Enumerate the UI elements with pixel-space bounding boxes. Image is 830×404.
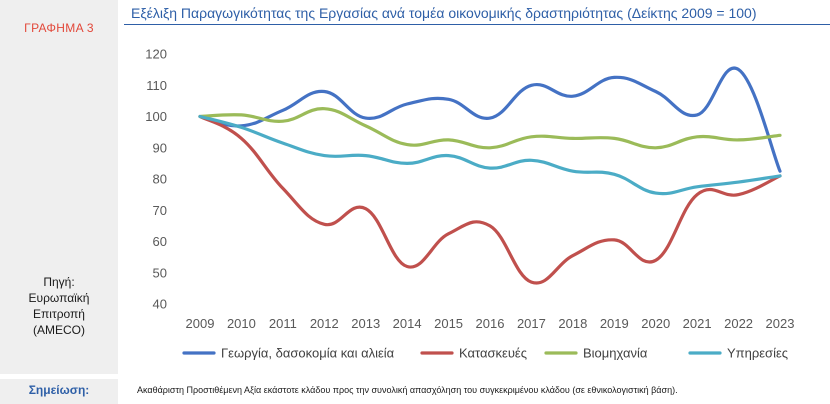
- legend-label: Κατασκευές: [459, 346, 527, 361]
- x-tick-label: 2019: [600, 316, 629, 331]
- x-tick-label: 2017: [517, 316, 546, 331]
- graph-label: ΓΡΑΦΗΜΑ 3: [24, 21, 94, 35]
- line-chart: 40 50 60 70 80 90 100 110 120 2009 2010 2011 2012 201…: [145, 47, 795, 361]
- x-tick-label: 2013: [351, 316, 380, 331]
- legend-label: Υπηρεσίες: [727, 346, 788, 361]
- source-line: (AMECO): [33, 323, 85, 337]
- x-tick-label: 2020: [641, 316, 670, 331]
- side-panel: ΓΡΑΦΗΜΑ 3 Πηγή: Ευρωπαϊκή Επιτροπή (AMEC…: [0, 0, 118, 374]
- chart-title: Εξέλιξη Παραγωγικότητας της Εργασίας ανά…: [131, 5, 757, 21]
- footer: [0, 374, 830, 404]
- series-line-3: [198, 107, 782, 150]
- source-line: Πηγή:: [43, 275, 75, 289]
- source-line: Ευρωπαϊκή: [28, 291, 90, 305]
- y-tick-label: 70: [153, 203, 167, 218]
- series-line-2: [198, 114, 782, 285]
- note-label: Σημείωση:: [0, 379, 118, 404]
- y-tick-label: 90: [153, 140, 167, 155]
- legend-label: Βιομηχανία: [583, 346, 648, 361]
- y-tick-label: 60: [153, 234, 167, 249]
- x-tick-label: 2016: [476, 316, 505, 331]
- y-tick-label: 50: [153, 265, 167, 280]
- note-text: Ακαθάριστη Προστιθέμενη Αξία εκάστοτε κλ…: [137, 385, 678, 395]
- y-tick-label: 110: [146, 78, 167, 93]
- y-tick-label: 100: [145, 109, 167, 124]
- series-line-1: [198, 66, 782, 173]
- x-tick-label: 2011: [269, 316, 297, 331]
- series-line-4: [198, 114, 782, 196]
- x-tick-label: 2010: [227, 316, 256, 331]
- x-tick-label: 2015: [434, 316, 463, 331]
- y-tick-label: 120: [145, 47, 167, 62]
- y-tick-label: 40: [153, 297, 167, 312]
- chart-area: 40 50 60 70 80 90 100 110 120 2009 2010 2011 2012 201…: [118, 28, 830, 374]
- x-tick-label: 2018: [558, 316, 587, 331]
- x-tick-label: 2023: [766, 316, 795, 331]
- x-tick-label: 2012: [310, 316, 339, 331]
- x-tick-label: 2009: [186, 316, 215, 331]
- x-tick-label: 2021: [683, 316, 712, 331]
- x-tick-label: 2022: [724, 316, 753, 331]
- source-block: Πηγή: Ευρωπαϊκή Επιτροπή (AMECO): [0, 274, 118, 338]
- legend-label: Γεωργία, δασοκομία και αλιεία: [221, 346, 395, 361]
- y-tick-label: 80: [153, 172, 167, 187]
- x-tick-label: 2014: [393, 316, 422, 331]
- title-divider: [124, 24, 830, 25]
- source-line: Επιτροπή: [33, 307, 85, 321]
